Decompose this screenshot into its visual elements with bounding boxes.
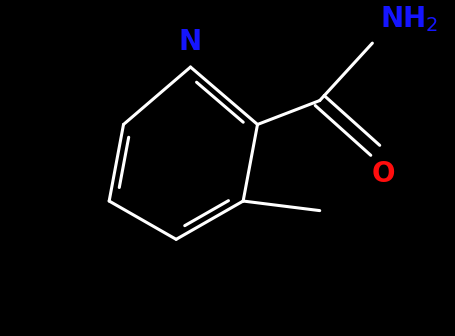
Text: N: N	[179, 28, 202, 55]
Text: O: O	[371, 160, 394, 188]
Text: NH$_2$: NH$_2$	[380, 4, 438, 34]
